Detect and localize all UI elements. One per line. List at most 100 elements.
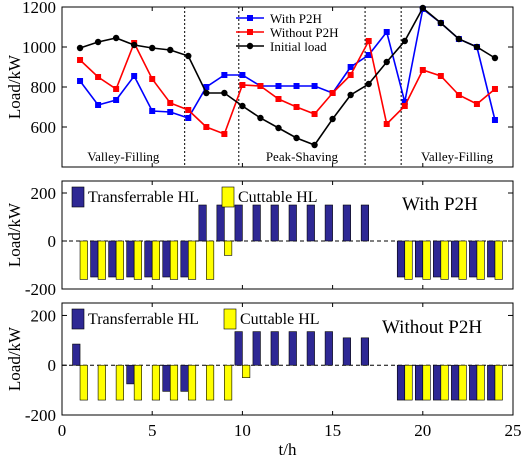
bar bbox=[79, 240, 88, 280]
legend: Transferrable HL Cuttable HL bbox=[71, 308, 320, 330]
bar bbox=[180, 364, 189, 392]
data-point bbox=[473, 43, 481, 51]
bar bbox=[224, 364, 233, 401]
data-point bbox=[383, 29, 390, 35]
bar bbox=[198, 204, 207, 242]
data-point bbox=[203, 124, 210, 130]
bar bbox=[133, 364, 142, 401]
data-point bbox=[347, 64, 354, 70]
bar bbox=[451, 364, 460, 401]
bar bbox=[342, 337, 351, 366]
series-cuttable-hl bbox=[79, 240, 503, 280]
bar bbox=[206, 240, 215, 280]
bar bbox=[115, 364, 124, 401]
region-label: Valley-Filling bbox=[87, 149, 160, 164]
panel-annotation: With P2H bbox=[402, 194, 478, 215]
bar bbox=[324, 331, 333, 366]
data-point bbox=[149, 44, 156, 52]
y-tick-label: -200 bbox=[25, 406, 56, 425]
data-point bbox=[293, 104, 300, 110]
legend-entry: Transferrable HL bbox=[88, 311, 199, 328]
data-point bbox=[239, 102, 246, 110]
data-point bbox=[401, 37, 408, 45]
series-without-p2h bbox=[77, 38, 498, 137]
bar bbox=[396, 364, 406, 401]
x-tick-label: 10 bbox=[234, 421, 251, 440]
bar bbox=[252, 204, 261, 242]
data-point bbox=[293, 134, 300, 142]
bar bbox=[288, 204, 297, 242]
panel-annotation: Without P2H bbox=[382, 317, 482, 338]
bar bbox=[414, 364, 424, 401]
bar bbox=[458, 364, 467, 401]
y-tick-label: -200 bbox=[25, 280, 56, 299]
bar bbox=[342, 204, 351, 242]
bar bbox=[476, 364, 485, 401]
bar bbox=[72, 343, 81, 366]
y-tick-label: 1000 bbox=[22, 38, 56, 57]
data-point bbox=[365, 38, 372, 44]
data-point bbox=[185, 52, 192, 60]
data-point bbox=[419, 4, 426, 12]
legend-swatch bbox=[71, 186, 85, 208]
bar bbox=[433, 364, 442, 401]
data-point bbox=[131, 73, 138, 79]
bar bbox=[494, 240, 503, 280]
bar bbox=[162, 364, 171, 392]
bar bbox=[458, 240, 467, 280]
data-point bbox=[491, 117, 498, 123]
bar bbox=[133, 240, 142, 280]
region-label: Valley-Filling bbox=[421, 149, 494, 164]
series-cuttable-hl bbox=[79, 364, 503, 401]
data-point bbox=[185, 107, 192, 113]
bar bbox=[187, 364, 197, 401]
data-point bbox=[112, 34, 120, 42]
data-point bbox=[95, 74, 102, 80]
legend-swatch bbox=[223, 308, 237, 330]
y-axis-label: Load/kW bbox=[5, 54, 24, 119]
data-point bbox=[203, 89, 210, 97]
data-point bbox=[130, 41, 138, 49]
bar bbox=[422, 364, 431, 401]
bar bbox=[144, 240, 153, 278]
bar bbox=[487, 240, 496, 278]
bar bbox=[440, 240, 449, 280]
y-axis-label: Load/kW bbox=[5, 326, 24, 391]
bar bbox=[360, 337, 369, 366]
y-tick-label: 0 bbox=[48, 356, 57, 375]
data-point bbox=[329, 115, 336, 123]
panel-2: -200 0 200 Load/kW Transferrable HL Cuttable … bbox=[5, 180, 514, 299]
data-point bbox=[95, 102, 102, 108]
plot-frame bbox=[61, 180, 514, 290]
data-point bbox=[455, 35, 463, 43]
bar bbox=[216, 204, 225, 242]
data-point bbox=[221, 72, 228, 78]
data-point bbox=[275, 83, 282, 89]
bar bbox=[494, 364, 503, 401]
data-point bbox=[491, 54, 499, 62]
bar bbox=[360, 204, 369, 242]
y-tick-label: 800 bbox=[31, 78, 57, 97]
data-point bbox=[113, 97, 120, 103]
bar bbox=[151, 240, 160, 280]
legend-swatch bbox=[71, 308, 85, 330]
bar bbox=[162, 240, 171, 278]
data-point bbox=[275, 96, 282, 102]
data-point bbox=[455, 92, 462, 98]
region-label: Peak-Shaving bbox=[266, 149, 339, 164]
bar bbox=[115, 240, 124, 280]
data-point bbox=[401, 103, 408, 109]
bar bbox=[469, 240, 478, 278]
data-point bbox=[311, 83, 318, 89]
data-point bbox=[149, 108, 156, 114]
data-point bbox=[113, 86, 120, 92]
data-point bbox=[491, 86, 498, 92]
data-point bbox=[185, 115, 192, 121]
panel-1: 600 800 1000 1200 Load/kW Valley-Filling Peak-… bbox=[5, 0, 514, 168]
data-point bbox=[365, 52, 372, 58]
bar bbox=[169, 364, 179, 401]
data-point bbox=[149, 76, 156, 82]
data-point bbox=[203, 84, 210, 90]
